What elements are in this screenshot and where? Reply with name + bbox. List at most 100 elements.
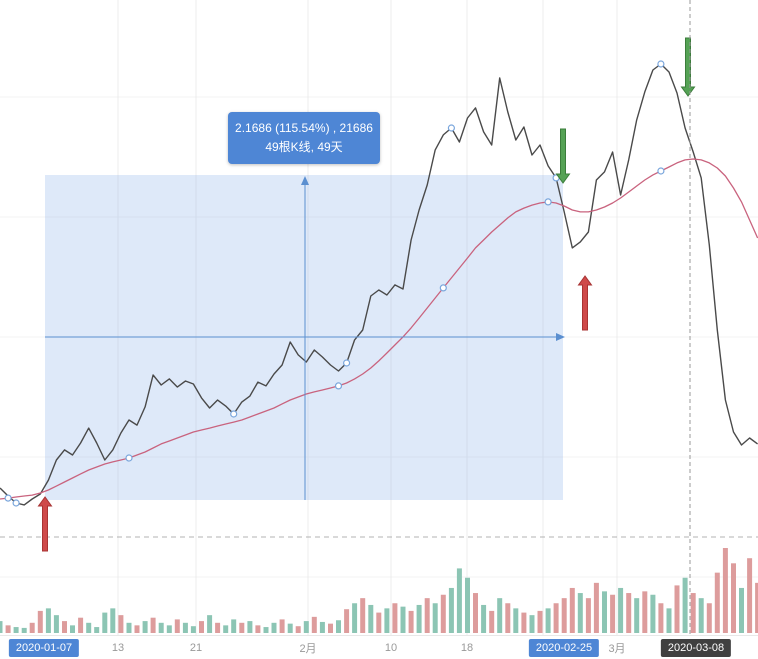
x-axis: 2020-01-07 13 21 2月 10 18 2020-02-25 3月 2020-03-…: [0, 635, 758, 659]
volume-bar: [593, 582, 599, 633]
x-axis-tick-label: 18: [460, 641, 474, 654]
volume-bar: [489, 610, 495, 633]
volume-bar: [456, 568, 462, 633]
volume-bar: [384, 608, 390, 633]
volume-bar: [376, 612, 382, 633]
measure-right-arrowhead-icon: [556, 333, 565, 341]
volume-bar: [94, 627, 100, 633]
chart-canvas[interactable]: 2.1686 (115.54%) , 21686 49根K线, 49天: [0, 0, 758, 635]
volume-bar: [650, 594, 656, 633]
volume-bar: [626, 593, 632, 633]
volume-bar: [360, 598, 366, 633]
data-point-marker: [657, 60, 665, 68]
volume-bar: [602, 591, 607, 633]
volume-bar: [747, 558, 753, 633]
volume-bar: [110, 608, 116, 633]
volume-bar: [618, 587, 624, 633]
data-point-marker: [544, 198, 552, 206]
x-axis-tick-label: 13: [111, 641, 125, 654]
volume-bar: [634, 598, 640, 633]
volume-bar: [215, 622, 221, 633]
volume-bar: [5, 625, 11, 633]
volume-bar: [207, 615, 213, 633]
volume-bar: [408, 610, 414, 633]
volume-bar: [344, 609, 350, 633]
volume-bar: [432, 603, 438, 633]
volume-bar: [150, 617, 156, 633]
volume-bar: [118, 615, 124, 633]
volume-bar: [577, 593, 583, 633]
volume-bar: [666, 608, 672, 633]
volume-bar: [585, 598, 591, 633]
data-point-marker: [447, 124, 455, 132]
data-point-marker: [12, 499, 20, 507]
volume-bar: [29, 622, 35, 633]
volume-bar: [722, 548, 728, 633]
buy-signal-up-arrow-icon: [577, 275, 593, 331]
volume-bar: [690, 593, 696, 633]
volume-bar: [739, 587, 744, 633]
volume-bar: [416, 604, 422, 633]
buy-signal-up-arrow-icon: [37, 496, 53, 552]
x-axis-tick-label: 21: [189, 641, 203, 654]
volume-bar: [755, 582, 758, 633]
x-axis-tick-label: 3月: [608, 642, 626, 655]
volume-bar: [37, 610, 43, 633]
volume-bar: [706, 603, 712, 633]
data-point-marker: [125, 454, 133, 462]
volume-bar: [392, 603, 398, 633]
volume-bar: [255, 625, 261, 633]
volume-bar: [497, 598, 503, 633]
volume-bar: [553, 603, 559, 633]
volume-bar: [610, 594, 616, 633]
volume-bar: [271, 622, 277, 633]
volume-bar: [473, 593, 478, 633]
volume-bar: [126, 622, 132, 633]
volume-bar: [682, 577, 688, 633]
x-axis-date-badge: 2020-01-07: [8, 638, 80, 657]
volume-bar: [336, 620, 341, 633]
volume-bar: [448, 587, 454, 633]
volume-bar: [731, 563, 736, 633]
volume-bar: [658, 603, 664, 633]
volume-bar: [21, 627, 27, 633]
volume-bar: [199, 621, 204, 633]
x-axis-date-badge: 2020-03-08: [660, 638, 732, 657]
data-point-marker: [439, 284, 447, 292]
volume-bar: [287, 623, 293, 633]
x-axis-tick-label: 10: [384, 641, 398, 654]
volume-bar: [0, 621, 3, 633]
volume-bar: [174, 619, 180, 633]
sell-signal-down-arrow-icon: [680, 37, 696, 97]
volume-bar: [223, 625, 229, 633]
volume-bar: [70, 625, 75, 633]
data-point-marker: [657, 167, 665, 175]
measure-up-arrowhead-icon: [301, 176, 309, 185]
volume-bar: [505, 603, 511, 633]
sell-signal-down-arrow-icon: [555, 128, 571, 184]
volume-bar: [263, 627, 269, 633]
volume-bar: [303, 621, 309, 633]
volume-bar: [440, 594, 446, 633]
measure-tooltip-span: 49根K线, 49天: [265, 140, 343, 154]
volume-bar: [698, 598, 704, 633]
volume-bar: [279, 619, 285, 633]
volume-bar: [674, 585, 680, 633]
volume-bar: [53, 615, 59, 633]
volume-bar: [529, 615, 535, 633]
volume-bar: [400, 606, 406, 633]
price-chart-svg[interactable]: [0, 0, 758, 635]
volume-bar: [45, 608, 51, 633]
volume-bar: [134, 625, 140, 633]
volume-bar: [13, 627, 19, 633]
volume-bar: [142, 621, 148, 633]
volume-bar: [247, 621, 253, 633]
volume-bar: [561, 598, 567, 633]
data-point-marker: [230, 410, 238, 418]
data-point-marker: [343, 359, 351, 367]
volume-bar: [166, 625, 172, 633]
volume-bar: [714, 572, 720, 633]
data-point-marker: [4, 494, 12, 502]
volume-bar: [368, 604, 374, 633]
volume-bar: [521, 612, 527, 633]
